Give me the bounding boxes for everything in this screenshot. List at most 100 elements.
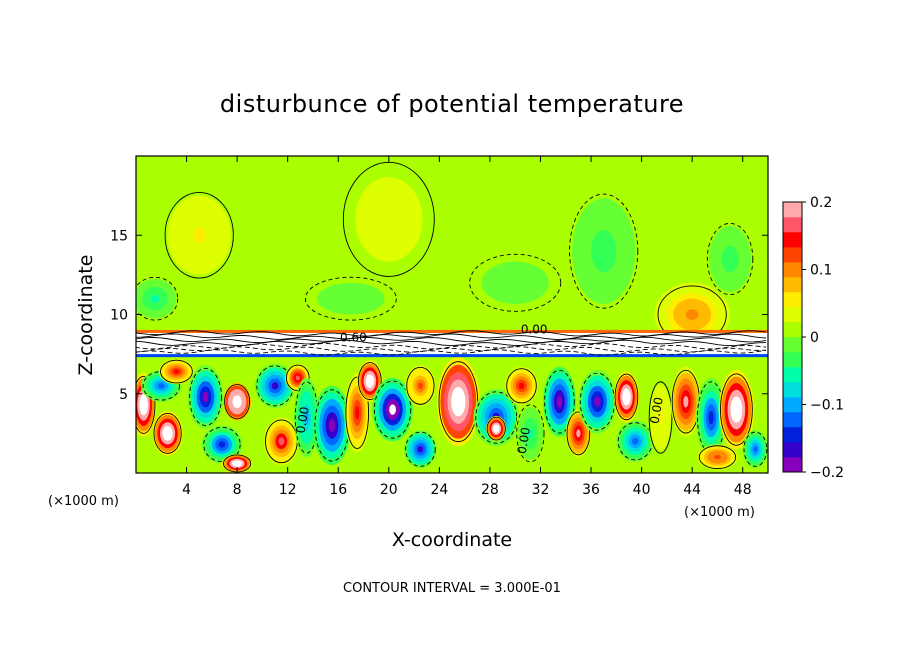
field-feature	[254, 363, 296, 409]
inversion-contour	[136, 336, 767, 344]
field-feature	[338, 156, 440, 283]
field-band	[597, 240, 610, 262]
y-axis: 5 10 15	[110, 228, 768, 403]
field-feature	[136, 274, 181, 323]
contour-line	[405, 431, 436, 467]
contour-line	[569, 193, 639, 309]
field-band	[527, 428, 533, 439]
field-band	[380, 208, 398, 230]
contour-interval-note: CONTOUR INTERVAL = 3.000E-01	[343, 581, 561, 596]
field-feature	[294, 377, 320, 458]
field-feature	[515, 401, 546, 466]
field-feature	[613, 371, 640, 423]
inversion-contour	[136, 346, 767, 353]
field-band	[632, 437, 639, 445]
field-band	[367, 377, 372, 385]
field-band	[355, 406, 360, 420]
contour-line	[614, 373, 639, 421]
inversion-bottom-edge	[136, 354, 768, 358]
field-band	[753, 446, 758, 453]
field-band	[234, 398, 240, 405]
contour-line	[189, 367, 222, 426]
chart-title: disturbunce of potential temperature	[220, 90, 684, 118]
contour-line	[153, 412, 182, 454]
field-feature	[565, 187, 642, 315]
inversion-contour	[136, 333, 767, 340]
colorbar-swatch	[783, 397, 802, 413]
colorbar-swatch	[783, 337, 802, 353]
field-band	[295, 375, 300, 381]
x-axis: 4 8 12 16 20 24 28 32 36 40 44 48	[182, 156, 752, 498]
contour-line	[475, 391, 518, 444]
field-feature	[357, 360, 383, 402]
field-feature	[436, 357, 480, 447]
contour-line	[136, 375, 156, 434]
colorbar-tick-label: 0.2	[810, 195, 832, 211]
field-feature	[263, 417, 300, 466]
inversion-contour	[136, 349, 767, 356]
x-tick-label: 8	[233, 482, 242, 498]
field-band	[328, 418, 336, 433]
field-feature	[695, 377, 727, 458]
colorbar-swatch	[783, 382, 802, 398]
contour-line	[224, 384, 251, 420]
field-feature	[201, 425, 243, 464]
contour-line	[373, 380, 412, 439]
field-band	[576, 429, 581, 438]
field-band	[141, 399, 146, 411]
field-band	[658, 410, 663, 425]
x-unit-right: (×1000 m)	[684, 505, 755, 520]
field-band	[733, 402, 740, 417]
contour-label: 0.00	[647, 396, 665, 425]
inversion-top-edge	[136, 329, 768, 333]
field-band	[173, 369, 180, 374]
field-band	[494, 426, 498, 431]
contour-line	[358, 362, 382, 401]
colorbar-swatch	[783, 262, 802, 278]
inversion-contour	[136, 343, 767, 350]
x-tick-label: 12	[279, 482, 297, 498]
field-feature	[505, 366, 538, 405]
colorbar-tick-label: 0.1	[810, 263, 832, 279]
field-feature	[718, 369, 755, 450]
field-band	[234, 461, 240, 466]
field-feature	[152, 411, 183, 456]
x-tick-label: 24	[430, 482, 448, 498]
field-band	[304, 410, 309, 425]
x-axis-title: X-coordinate	[392, 529, 512, 551]
field-band	[714, 455, 721, 460]
x-tick-label: 36	[582, 482, 600, 498]
contour-line	[706, 222, 754, 296]
field-band	[218, 441, 226, 448]
field-band	[685, 309, 699, 320]
contour-line	[720, 373, 753, 446]
colorbar-swatch	[783, 367, 802, 383]
colorbar-swatch	[783, 217, 802, 233]
colorbar-swatch	[783, 427, 802, 443]
field-band	[708, 410, 714, 425]
colorbar-swatch	[783, 232, 802, 248]
contour-line	[648, 381, 673, 454]
x-tick-label: 28	[481, 482, 499, 498]
contour-line	[203, 426, 241, 463]
field-feature	[158, 358, 195, 385]
colorbar-tick-label: 0	[810, 330, 819, 346]
colorbar-swatch	[783, 412, 802, 428]
field-band	[624, 392, 629, 402]
field-band	[342, 294, 360, 303]
contour-line	[544, 369, 575, 434]
colorbar-swatch	[783, 457, 802, 473]
field-band	[417, 446, 424, 453]
field-band	[278, 437, 285, 446]
field-band	[157, 383, 165, 389]
field-feature	[403, 430, 437, 469]
contour-line	[516, 404, 545, 463]
colorbar-swatch	[783, 247, 802, 263]
field-feature	[578, 369, 617, 434]
field-band	[417, 382, 423, 390]
field-band	[683, 395, 689, 408]
y-axis-title: Z-coordinate	[75, 255, 97, 376]
plot-area: 0.60 0.00 0.00 0.00 0.00	[136, 156, 768, 473]
field-band	[454, 394, 462, 410]
